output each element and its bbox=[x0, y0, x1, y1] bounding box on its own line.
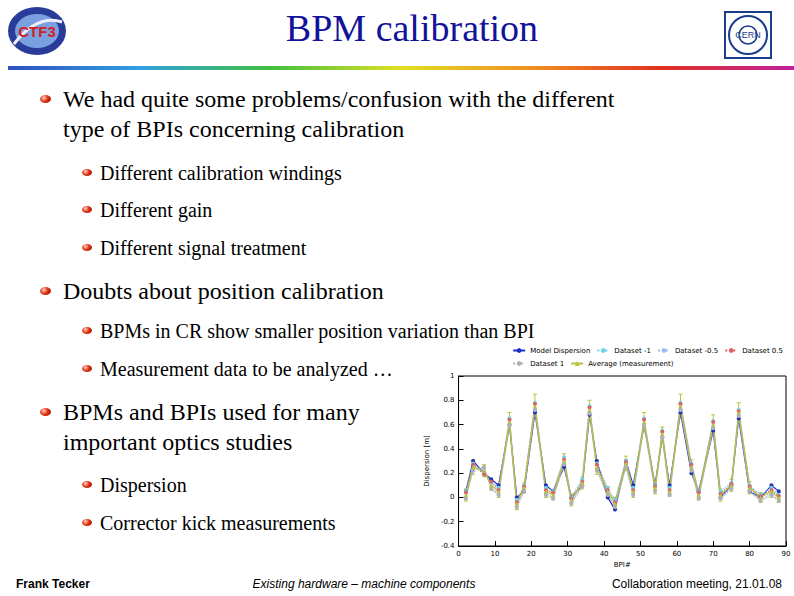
html-text:We had quite some problems/con: We had quite some problems/confusion wit… bbox=[63, 86, 615, 112]
svg-text:Dispersion [m]: Dispersion [m] bbox=[423, 435, 431, 487]
svg-text:CTF3: CTF3 bbox=[18, 23, 56, 40]
html-text:type of BPIs concerning calibr: type of BPIs concerning calibration bbox=[63, 116, 405, 142]
svg-text:Dataset 0.5: Dataset 0.5 bbox=[742, 347, 783, 355]
svg-text:Dataset -1: Dataset -1 bbox=[614, 347, 651, 355]
html-text:Different gain: Different gain bbox=[100, 199, 213, 221]
svg-text:0.2: 0.2 bbox=[443, 469, 454, 477]
html-text:Collaboration meeting, 21.01.0: Collaboration meeting, 21.01.08 bbox=[611, 577, 782, 591]
html-text:Existing hardware – machine co: Existing hardware – machine components bbox=[252, 577, 476, 591]
html-text:Doubts about position calibrat: Doubts about position calibration bbox=[63, 278, 384, 304]
svg-text:1: 1 bbox=[450, 372, 454, 380]
svg-text:Dataset -0.5: Dataset -0.5 bbox=[675, 347, 718, 355]
svg-text:0: 0 bbox=[456, 550, 460, 558]
html-text:Different calibration windings: Different calibration windings bbox=[100, 162, 342, 184]
svg-text:0.6: 0.6 bbox=[443, 421, 455, 429]
svg-text:0.4: 0.4 bbox=[443, 445, 455, 453]
svg-text:40: 40 bbox=[600, 550, 609, 558]
svg-text:0.8: 0.8 bbox=[443, 396, 454, 404]
html-text:BPMs and BPIs used for many: BPMs and BPIs used for many bbox=[63, 399, 360, 425]
html-text:Measurement data to be analyze: Measurement data to be analyzed … bbox=[100, 358, 393, 380]
html-text:Dispersion: Dispersion bbox=[100, 474, 187, 496]
html-text:important optics studies: important optics studies bbox=[63, 429, 293, 455]
svg-text:20: 20 bbox=[527, 550, 536, 558]
html-text:BPMs in CR show smaller positi: BPMs in CR show smaller position variati… bbox=[100, 320, 535, 342]
html-text:Frank Tecker: Frank Tecker bbox=[16, 577, 90, 591]
svg-text:60: 60 bbox=[672, 550, 681, 558]
svg-text:Dataset 1: Dataset 1 bbox=[530, 360, 564, 368]
html-text:Different signal treatment: Different signal treatment bbox=[100, 237, 307, 259]
svg-text:Model Dispersion: Model Dispersion bbox=[530, 347, 590, 355]
svg-text:70: 70 bbox=[709, 550, 718, 558]
svg-text:BPI#: BPI# bbox=[614, 561, 631, 569]
svg-text:Average (measurement): Average (measurement) bbox=[588, 360, 674, 368]
svg-text:90: 90 bbox=[782, 550, 791, 558]
svg-text:0: 0 bbox=[450, 493, 454, 501]
html-text:BPM calibration: BPM calibration bbox=[285, 7, 539, 49]
svg-text:CERN: CERN bbox=[735, 30, 761, 40]
svg-text:10: 10 bbox=[490, 550, 499, 558]
svg-text:-0.2: -0.2 bbox=[441, 518, 455, 526]
html-text:Corrector kick measurements: Corrector kick measurements bbox=[100, 512, 336, 534]
svg-text:-0.4: -0.4 bbox=[441, 542, 455, 550]
svg-text:50: 50 bbox=[636, 550, 645, 558]
svg-text:80: 80 bbox=[745, 550, 754, 558]
svg-text:30: 30 bbox=[563, 550, 572, 558]
